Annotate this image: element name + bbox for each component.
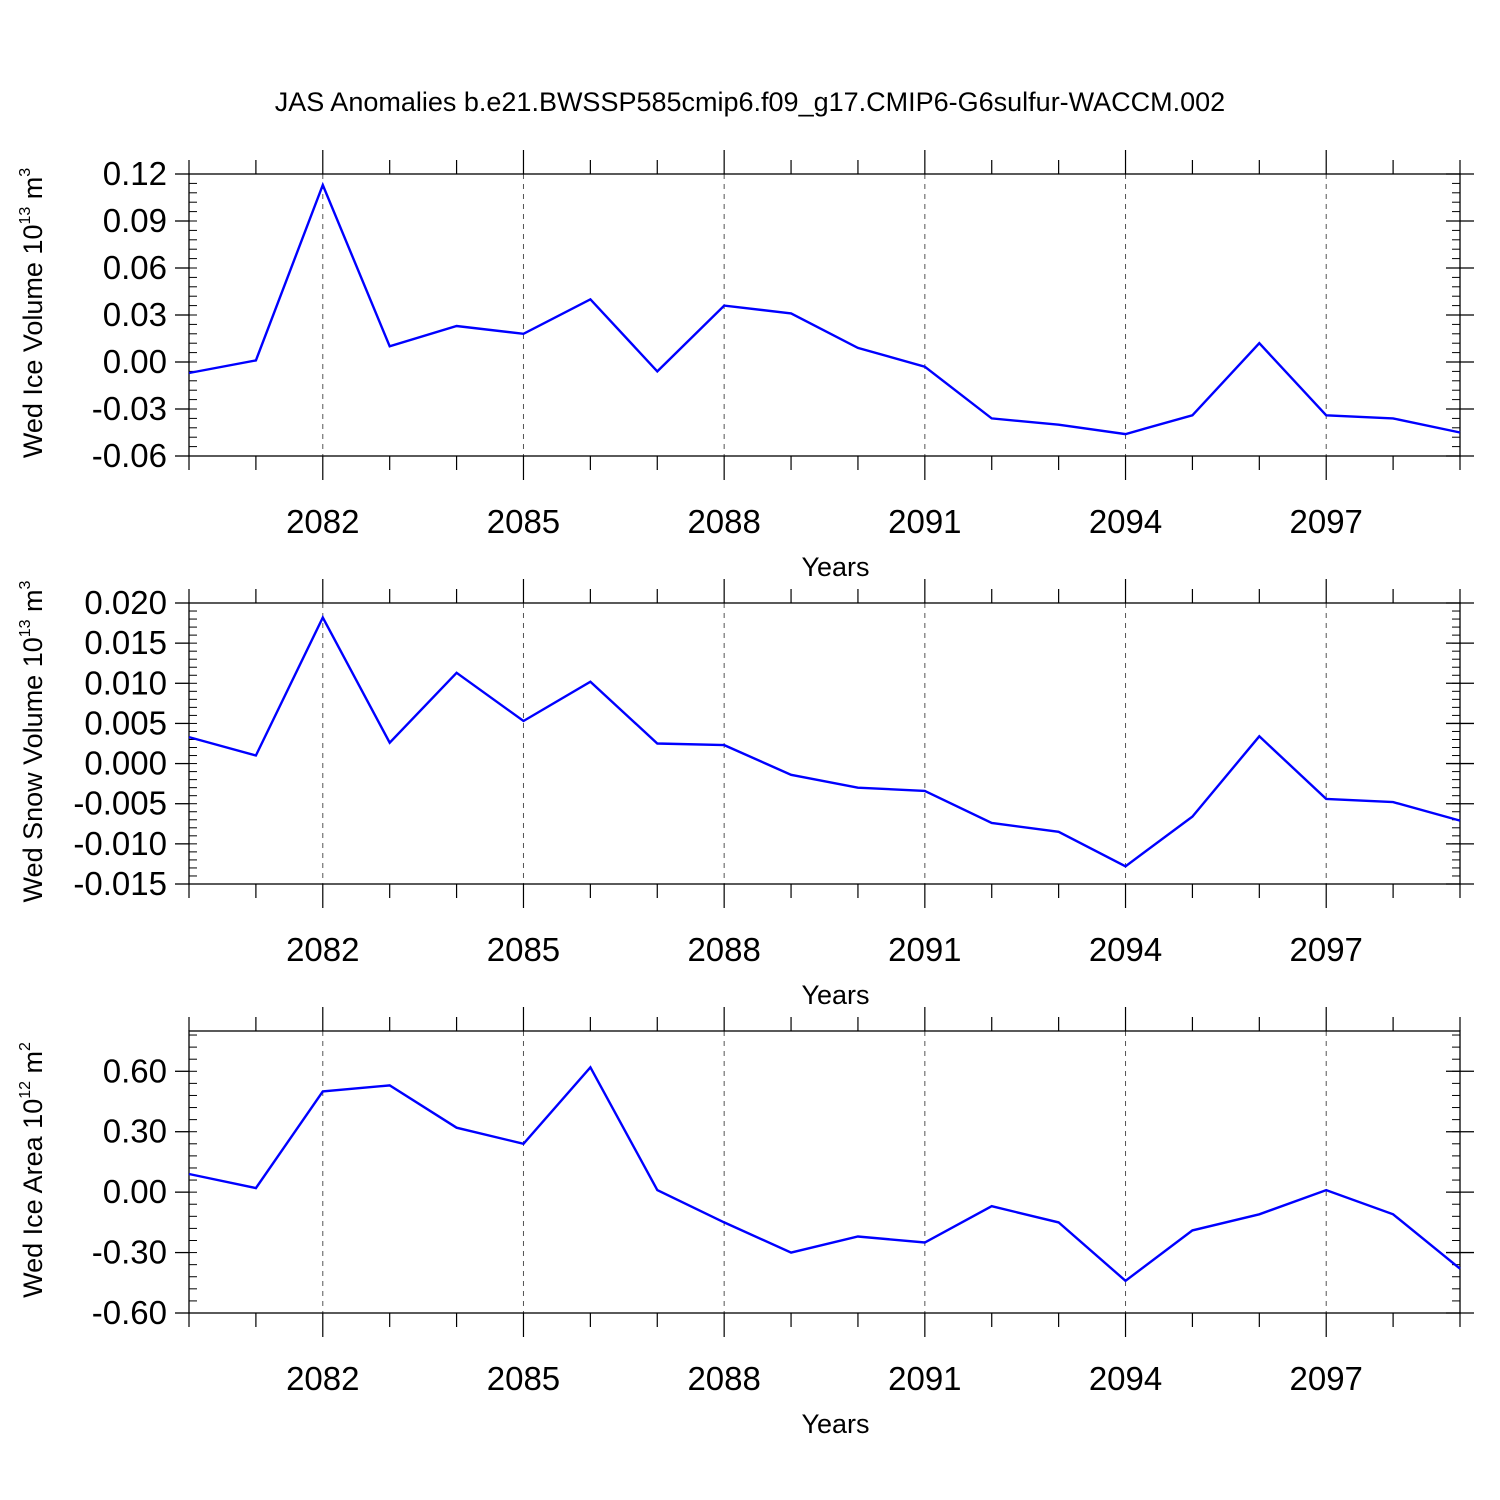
y-tick-label: 0.000 — [84, 745, 167, 782]
y-tick-label: 0.015 — [84, 624, 167, 661]
y-axis-title-ylabel-unit: m — [18, 177, 48, 207]
y-axis-title-ylabel-unit: m — [18, 589, 48, 619]
x-tick-label: 2094 — [1089, 503, 1162, 540]
plot-frame — [188, 173, 1461, 457]
y-tick-label: 0.03 — [103, 296, 167, 333]
x-tick-label: 2085 — [487, 503, 560, 540]
x-tick-label: 2091 — [888, 1360, 961, 1397]
y-tick-label: -0.010 — [73, 825, 167, 862]
y-axis-title-ylabel-unit-exp: 3 — [17, 168, 34, 177]
y-axis-title-ylabel-exp: 13 — [17, 619, 34, 637]
series-line-wed-snow-volume — [188, 614, 1461, 868]
y-tick-label: 0.09 — [103, 202, 167, 239]
y-tick-label: 0.60 — [103, 1052, 167, 1089]
x-tick-label: 2088 — [687, 1360, 760, 1397]
y-axis-title-ylabel-unit-exp: 3 — [17, 580, 34, 589]
figure-title: JAS Anomalies b.e21.BWSSP585cmip6.f09_g1… — [275, 87, 1225, 117]
y-axis-title-ylabel-main: Wed Snow Volume 10 — [18, 637, 48, 902]
y-tick-label: 0.010 — [84, 664, 167, 701]
x-tick-label: 2097 — [1289, 503, 1362, 540]
y-tick-label: -0.015 — [73, 865, 167, 902]
plot-frame — [188, 602, 1461, 885]
y-axis-title: Wed Snow Volume 1013 m3 — [17, 580, 48, 902]
x-tick-label: 2088 — [687, 503, 760, 540]
y-axis-title-ylabel-main: Wed Ice Area 10 — [18, 1099, 48, 1298]
y-axis-title: Wed Ice Area 1012 m2 — [17, 1042, 48, 1298]
x-tick-label: 2085 — [487, 931, 560, 968]
y-tick-label: -0.03 — [92, 390, 167, 427]
y-tick-label: -0.60 — [92, 1294, 167, 1331]
y-axis-title-ylabel-exp: 13 — [17, 207, 34, 225]
x-tick-label: 2097 — [1289, 1360, 1362, 1397]
chart-panel-3: -0.60 -0.30 0.00 0.30 0.60 2082 2085 2088 2091 20… — [17, 1007, 1474, 1439]
series-line-wed-ice-area — [188, 1065, 1461, 1283]
x-tick-label: 2082 — [286, 931, 359, 968]
y-axis-title: Wed Ice Volume 1013 m3 — [17, 168, 48, 458]
y-tick-label: 0.005 — [84, 704, 167, 741]
y-axis-title-ylabel-unit-exp: 2 — [17, 1042, 34, 1051]
y-tick-label: 0.00 — [103, 1173, 167, 1210]
x-tick-label: 2082 — [286, 503, 359, 540]
x-tick-label: 2091 — [888, 503, 961, 540]
y-tick-label: 0.00 — [103, 343, 167, 380]
y-tick-label: 0.30 — [103, 1113, 167, 1150]
y-axis-title-ylabel-exp: 12 — [17, 1081, 34, 1099]
y-tick-label: 0.06 — [103, 249, 167, 286]
y-axis-title-ylabel-unit: m — [18, 1051, 48, 1081]
y-tick-label: 0.12 — [103, 155, 167, 192]
x-axis-title: Years — [801, 980, 869, 1010]
y-tick-label: -0.06 — [92, 437, 167, 474]
x-tick-label: 2094 — [1089, 1360, 1162, 1397]
x-tick-label: 2088 — [687, 931, 760, 968]
y-tick-label: 0.020 — [84, 584, 167, 621]
x-tick-label: 2094 — [1089, 931, 1162, 968]
x-axis-title: Years — [801, 1409, 869, 1439]
plot-frame — [188, 1030, 1461, 1314]
x-axis-title: Years — [801, 552, 869, 582]
x-tick-label: 2091 — [888, 931, 961, 968]
x-tick-label: 2085 — [487, 1360, 560, 1397]
x-tick-label: 2097 — [1289, 931, 1362, 968]
y-tick-label: -0.30 — [92, 1234, 167, 1271]
y-tick-label: -0.005 — [73, 785, 167, 822]
y-axis-title-ylabel-main: Wed Ice Volume 10 — [18, 225, 48, 459]
x-tick-label: 2082 — [286, 1360, 359, 1397]
chart-panel-1: -0.06 -0.03 0.00 0.03 0.06 0.09 0.12 2082 2085 20… — [17, 150, 1474, 582]
series-line-wed-ice-volume — [188, 181, 1461, 436]
